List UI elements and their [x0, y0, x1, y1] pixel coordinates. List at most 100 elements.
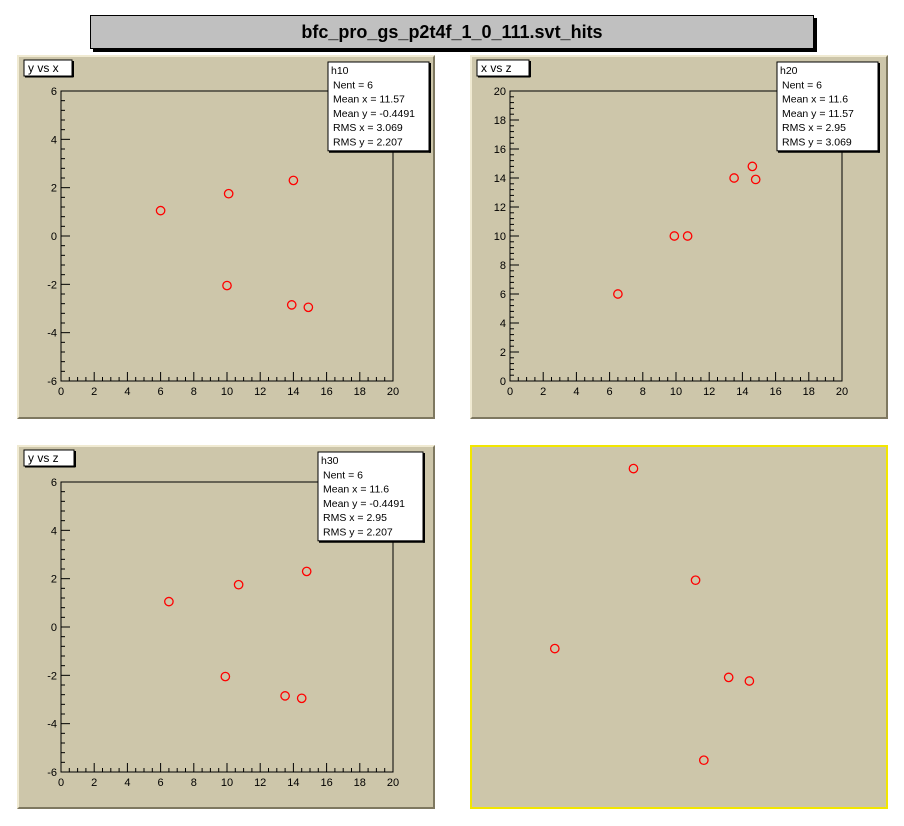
y-tick-label: 4 [51, 134, 57, 146]
data-point [549, 643, 560, 654]
y-tick-label: 16 [494, 144, 506, 156]
stats-row: Mean x = 11.6 [323, 484, 389, 496]
y-tick-label: 2 [51, 183, 57, 195]
data-point [698, 755, 709, 766]
stats-name: h30 [321, 455, 339, 467]
x-tick-label: 2 [91, 777, 97, 789]
data-point [301, 566, 312, 577]
x-tick-label: 6 [158, 777, 164, 789]
pad-title-text: x vs z [481, 61, 512, 75]
y-tick-label: 2 [500, 347, 506, 359]
axes: 0 2 4 6 8 10 12 14 16 18 20 0 2 4 6 8 10 12 14 16 18 20 [494, 86, 848, 398]
data-point [613, 289, 623, 299]
scatter-plot-y-vs-z: 0 2 4 6 8 10 12 14 16 18 20 -6 -4 -2 0 2 4 6 y vs z h30 Nent… [23, 449, 425, 789]
y-tick-label: 10 [494, 231, 506, 243]
data-point [682, 231, 693, 241]
x-tick-label: 20 [387, 386, 399, 398]
x-tick-label: 10 [670, 386, 682, 398]
y-tick-label: 8 [500, 260, 506, 272]
x-tick-label: 14 [287, 777, 299, 789]
x-tick-label: 12 [254, 386, 266, 398]
stats-row: RMS y = 2.207 [323, 527, 393, 539]
y-tick-label: 2 [51, 574, 57, 586]
pad-selected[interactable] [470, 445, 888, 809]
y-tick-label: 20 [494, 86, 506, 98]
y-tick-label: 12 [494, 202, 506, 214]
x-tick-label: 12 [703, 386, 715, 398]
y-tick-label: -4 [47, 328, 57, 340]
data-point [750, 174, 761, 185]
x-tick-label: 14 [736, 386, 748, 398]
stats-box: h30 Nent = 6 Mean x = 11.6 Mean y = -0.4491… [317, 451, 425, 543]
data-point [723, 672, 734, 683]
data-points [613, 161, 761, 299]
data-point [744, 676, 755, 686]
y-tick-label: 0 [51, 231, 57, 243]
y-tick-label: 14 [494, 173, 506, 185]
x-tick-label: 8 [640, 386, 646, 398]
x-tick-label: 18 [354, 386, 366, 398]
pad-x-vs-z[interactable]: 0 2 4 6 8 10 12 14 16 18 20 0 2 4 6 8 10 12 14 16 18 20 x vs z… [470, 55, 888, 419]
stats-row: Mean y = -0.4491 [323, 498, 405, 510]
x-tick-label: 18 [803, 386, 815, 398]
x-tick-label: 6 [158, 386, 164, 398]
stats-row: Nent = 6 [323, 469, 363, 481]
x-tick-label: 6 [607, 386, 613, 398]
data-point [690, 575, 701, 586]
scatter-plot-unlabeled [549, 463, 755, 766]
data-point [223, 188, 234, 199]
x-tick-label: 12 [254, 777, 266, 789]
y-tick-label: -4 [47, 719, 57, 731]
stats-row: Mean x = 11.57 [333, 94, 405, 106]
x-tick-label: 4 [573, 386, 579, 398]
scatter-plot-y-vs-x: 0 2 4 6 8 10 12 14 16 18 20 -6 -4 -2 0 2 4 6 y vs x h10 Nent… [23, 59, 431, 398]
stats-row: Mean y = -0.4491 [333, 108, 415, 120]
stats-box: h20 Nent = 6 Mean x = 11.6 Mean y = 11.57 RM… [776, 61, 880, 153]
data-point [747, 161, 758, 172]
y-tick-label: 6 [51, 477, 57, 489]
y-tick-label: -2 [47, 279, 57, 291]
canvas-title: bfc_pro_gs_p2t4f_1_0_111.svt_hits [90, 15, 814, 49]
pad-title: y vs x [23, 59, 74, 78]
stats-row: RMS x = 3.069 [333, 122, 403, 134]
y-tick-label: -6 [47, 767, 57, 779]
pad-title: x vs z [476, 59, 531, 78]
data-point [628, 463, 639, 474]
data-point [164, 596, 174, 607]
y-tick-label: 4 [51, 525, 57, 537]
x-tick-label: 0 [58, 777, 64, 789]
stats-row: Mean y = 11.57 [782, 108, 854, 120]
data-points [164, 566, 312, 704]
axes: 0 2 4 6 8 10 12 14 16 18 20 -6 -4 -2 0 2 4 6 [47, 86, 399, 398]
stats-name: h10 [331, 65, 349, 77]
data-points [549, 463, 755, 766]
data-point [286, 300, 297, 310]
stats-row: RMS x = 2.95 [323, 512, 387, 524]
stats-row: Nent = 6 [333, 79, 373, 91]
y-tick-label: 6 [51, 86, 57, 98]
stats-row: Mean x = 11.6 [782, 94, 848, 106]
stats-row: RMS y = 2.207 [333, 137, 403, 149]
pad-title: y vs z [23, 449, 76, 468]
y-tick-label: 4 [500, 318, 506, 330]
x-tick-label: 8 [191, 777, 197, 789]
x-tick-label: 0 [58, 386, 64, 398]
y-tick-label: -2 [47, 670, 57, 682]
stats-box: h10 Nent = 6 Mean x = 11.57 Mean y = -0.449… [327, 61, 431, 153]
pad-title-text: y vs x [28, 61, 59, 75]
axes: 0 2 4 6 8 10 12 14 16 18 20 -6 -4 -2 0 2 4 6 [47, 477, 399, 789]
pad-y-vs-z[interactable]: 0 2 4 6 8 10 12 14 16 18 20 -6 -4 -2 0 2 4 6 y vs z h30 Nent… [17, 445, 435, 809]
pad-y-vs-x[interactable]: 0 2 4 6 8 10 12 14 16 18 20 -6 -4 -2 0 2 4 6 y vs x h10 Nent… [17, 55, 435, 419]
x-tick-label: 20 [387, 777, 399, 789]
x-tick-label: 10 [221, 777, 233, 789]
x-tick-label: 16 [769, 386, 781, 398]
x-tick-label: 16 [320, 777, 332, 789]
y-tick-label: -6 [47, 376, 57, 388]
data-point [222, 280, 232, 291]
pad-title-text: y vs z [28, 451, 59, 465]
stats-name: h20 [780, 65, 798, 77]
x-tick-label: 14 [287, 386, 299, 398]
x-tick-label: 2 [540, 386, 546, 398]
data-point [288, 175, 299, 186]
y-tick-label: 18 [494, 115, 506, 127]
